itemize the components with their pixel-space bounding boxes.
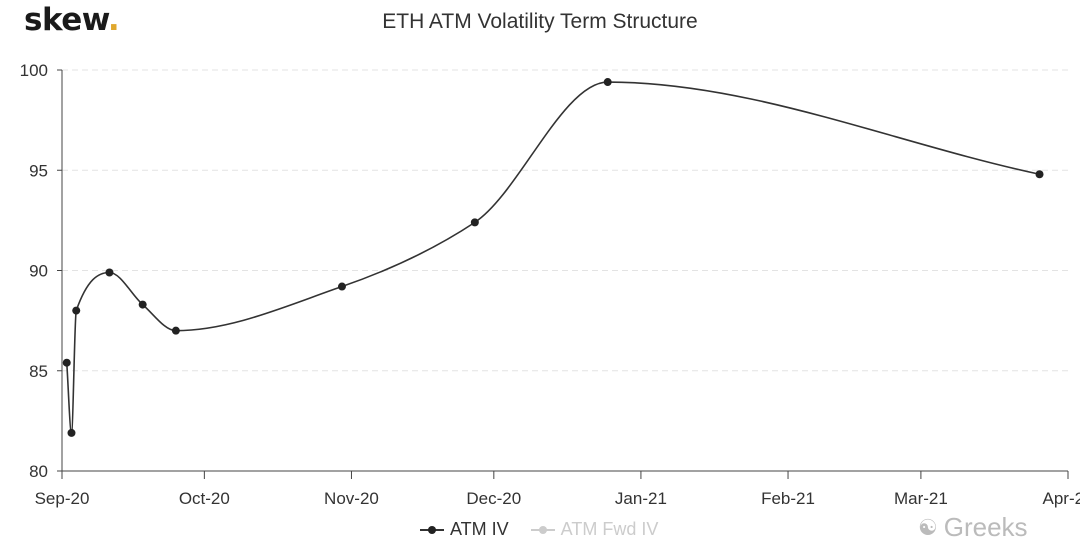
wechat-icon: ☯ xyxy=(918,514,938,540)
x-tick-label: Mar-21 xyxy=(894,489,948,508)
data-point xyxy=(105,268,114,277)
legend-item-atm-iv[interactable]: ATM IV xyxy=(420,519,509,540)
x-tick-label: Dec-20 xyxy=(466,489,521,508)
y-tick-label: 80 xyxy=(29,462,48,481)
data-point xyxy=(67,428,76,437)
chart-title: ETH ATM Volatility Term Structure xyxy=(382,10,698,33)
watermark-text: Greeks xyxy=(943,512,1028,542)
watermark: ☯ Greeks xyxy=(918,512,1028,543)
legend-label: ATM IV xyxy=(450,519,509,539)
skew-logo: skew. xyxy=(24,2,120,38)
legend-marker-icon xyxy=(420,525,444,534)
legend-label: ATM Fwd IV xyxy=(560,519,659,539)
y-tick-label: 90 xyxy=(29,262,48,281)
data-point xyxy=(470,218,479,227)
data-point xyxy=(72,306,81,315)
data-point xyxy=(337,282,346,291)
logo-text: skew xyxy=(24,2,108,38)
y-tick-label: 95 xyxy=(29,161,48,180)
data-point xyxy=(138,300,147,309)
x-tick-label: Oct-20 xyxy=(179,489,230,508)
x-tick-label: Nov-20 xyxy=(324,489,379,508)
data-point xyxy=(1035,170,1044,179)
axes xyxy=(57,69,1069,479)
x-tick-labels: Sep-20 Oct-20 Nov-20 Dec-20 Jan-21 Feb-21 Mar-… xyxy=(35,489,1080,508)
y-tick-label: 85 xyxy=(29,362,48,381)
data-point xyxy=(62,358,71,367)
legend-item-atm-fwd-iv[interactable]: ATM Fwd IV xyxy=(530,519,659,540)
x-tick-label: Jan-21 xyxy=(615,489,667,508)
y-tick-label: 100 xyxy=(20,61,48,80)
x-tick-label: Feb-21 xyxy=(761,489,815,508)
x-tick-label: Apr-21 xyxy=(1042,489,1080,508)
legend-marker-icon xyxy=(530,525,555,534)
x-tick-label: Sep-20 xyxy=(35,489,90,508)
y-tick-labels: 80 85 90 95 100 xyxy=(20,61,48,481)
grid-lines xyxy=(62,69,1068,372)
series-line xyxy=(65,81,1040,434)
data-point xyxy=(603,78,612,87)
logo-dot: . xyxy=(107,2,120,38)
legend: ATM IV ATM Fwd IV xyxy=(420,519,658,540)
data-point xyxy=(171,326,180,335)
series-group xyxy=(62,78,1044,437)
